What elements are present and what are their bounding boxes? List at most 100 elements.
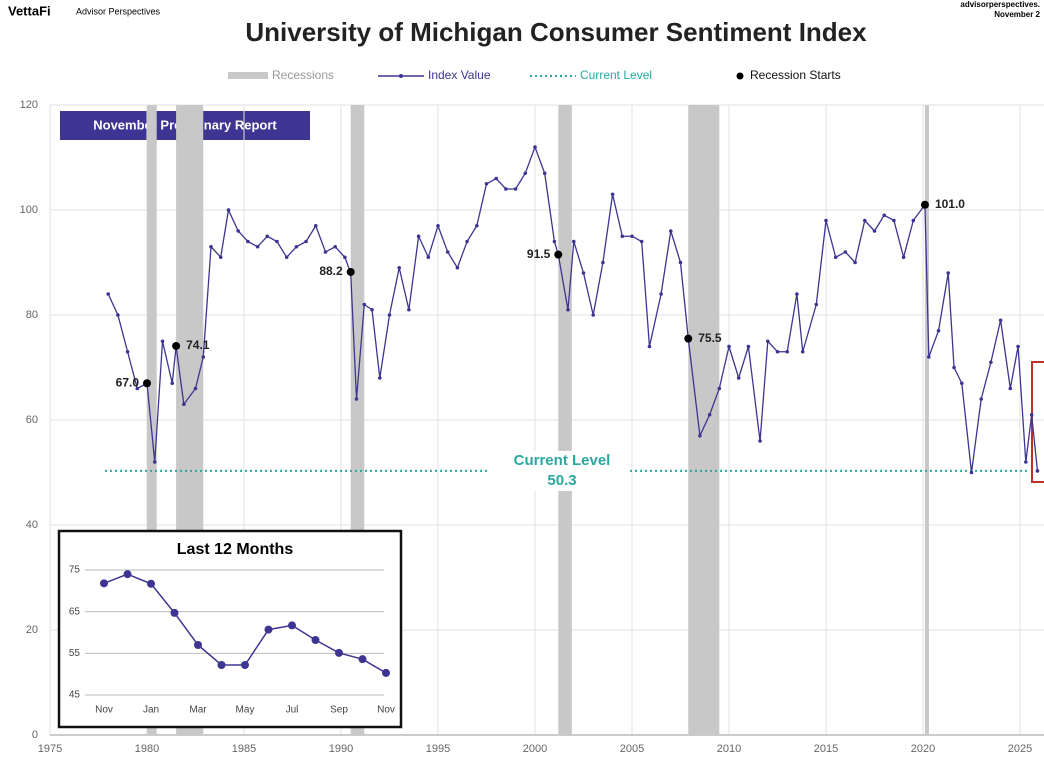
index-point [659,292,663,296]
y-tick-label: 65 [69,606,81,617]
index-point [814,302,819,307]
index-point [407,307,411,312]
current-level-label: Current Level [514,452,611,469]
legend-dot [399,74,403,78]
index-point [911,218,916,223]
y-tick-label: 20 [26,624,38,636]
index-point [193,386,198,391]
recession-band [924,105,929,735]
index-point [698,433,702,438]
legend-dot [736,72,744,80]
recession-start [346,267,355,276]
index-point [717,386,722,391]
index-point [304,239,308,244]
current-label-bg [490,450,630,491]
index-point [160,339,165,344]
index-point [182,402,186,407]
legend: Recessions Index Value Current Level Recess… [228,68,841,82]
index-point [946,271,951,275]
x-tick-label: 1980 [135,743,159,755]
y-tick-label: 0 [32,729,38,741]
index-point [843,250,848,254]
index-point [1029,412,1034,417]
index-point [758,439,762,443]
inset-point [311,636,320,644]
recession-band [688,105,720,735]
x-tick-label: May [236,705,255,716]
index-point [552,239,557,244]
index-point [323,250,328,254]
x-tick-label: 1995 [426,743,450,755]
recession-start [920,200,929,209]
index-point [209,244,213,249]
index-point [1016,344,1020,349]
legend-label: Current Level [580,68,652,82]
y-tick-label: 60 [26,414,38,426]
brand: VettaFi [8,3,51,18]
inset-point [194,641,202,649]
recession-start [684,334,693,343]
index-point [513,187,518,191]
index-point [125,349,130,354]
x-tick-label: Nov [377,705,395,716]
index-point [936,328,941,333]
y-tick-label: 75 [69,565,81,576]
index-point [678,260,683,265]
recession-start [172,341,181,350]
inset-title: Last 12 Months [177,541,294,558]
recession-start-label: 67.0 [116,375,140,389]
index-point [533,145,537,149]
index-point [362,302,367,307]
index-point [581,271,586,275]
index-point [727,344,731,349]
index-point [901,255,906,260]
x-tick-label: 2020 [911,743,935,755]
index-point [275,239,279,244]
inset-point [382,668,390,677]
y-tick-label: 100 [20,204,38,216]
index-point [542,171,547,176]
index-point [135,386,140,391]
y-tick-label: 45 [69,690,81,701]
x-tick-label: 2000 [523,743,547,755]
index-point [746,344,751,349]
x-tick-label: 1975 [38,743,62,755]
inset-point [170,608,179,617]
inset-point [217,661,226,669]
inset-point [123,570,132,579]
inset-point [147,579,155,588]
index-point [647,344,652,349]
x-tick-label: 2010 [717,743,741,755]
highlight-box [1031,361,1044,483]
x-tick-label: 1990 [329,743,353,755]
index-point [620,234,625,239]
index-point [1035,469,1040,473]
index-point [236,229,240,233]
index-point [785,349,789,354]
index-point [736,376,741,380]
current-level-value: 50.3 [547,472,576,489]
recession-start [554,250,563,259]
index-point [218,255,223,260]
index-point [566,307,570,312]
x-tick-label: 2015 [814,743,838,755]
legend-label: Recession Starts [750,68,841,82]
index-point [494,176,499,181]
index-point [707,412,712,417]
x-tick-label: Sep [330,705,348,716]
inset-point [264,625,273,634]
index-point [639,239,644,244]
index-point [106,292,110,296]
index-point [116,313,120,317]
x-tick-label: 2025 [1008,743,1032,755]
index-point [426,255,431,260]
index-point [960,381,964,386]
index-point [475,223,479,228]
recession-start-label: 74.1 [186,338,210,352]
source: advisorperspectives. [960,0,1040,9]
index-point [354,397,359,401]
inset-point [335,648,343,657]
index-point [572,239,576,244]
legend-recession [228,72,268,79]
index-point [484,181,489,186]
